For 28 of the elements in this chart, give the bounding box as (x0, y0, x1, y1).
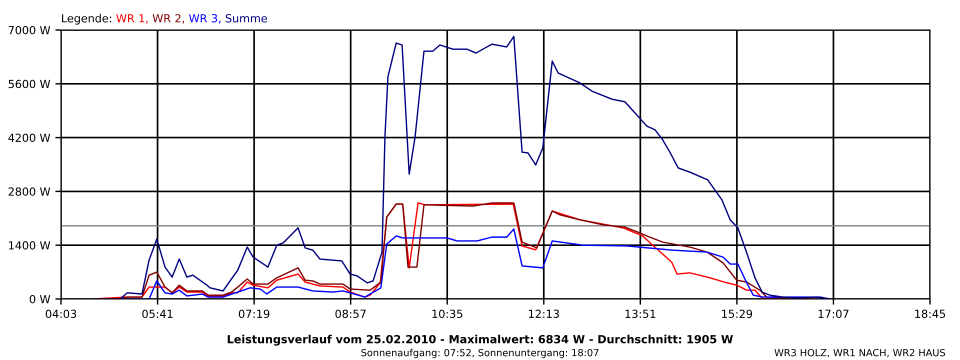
x-tick-label: 13:51 (626, 310, 656, 318)
y-tick-label: 4200 W (8, 134, 50, 142)
y-tick-label: 1400 W (9, 241, 50, 250)
x-tick-label: 07:19 (238, 310, 270, 318)
y-tick-label: 5600 W (8, 80, 50, 88)
x-tick-label: 17:07 (818, 310, 849, 318)
y-tick-label: 0 W (30, 294, 50, 304)
x-tick-label: 18:45 (915, 310, 946, 318)
x-tick-label: 05:41 (142, 310, 173, 318)
text: , (218, 20, 220, 24)
text: Sonnenaufgang: 07:52, Sonnenuntergang: 18:07 (361, 348, 598, 358)
x-tick-label: 08:57 (335, 310, 366, 318)
x-tick-label: 10:35 (432, 310, 462, 318)
y-tick-label: 2800 W (8, 187, 50, 196)
legend-title: Legende: (62, 14, 112, 25)
text: WR 2 (152, 14, 180, 22)
x-tick-label: 12:13 (528, 310, 559, 318)
text: WR 3 (189, 14, 218, 22)
text: WR 1 (116, 14, 144, 22)
y-tick-label: 7000 W (8, 26, 50, 34)
text: Summe (226, 14, 268, 22)
text: WR3 HOLZ, WR1 NACH, WR2 HAUS (774, 348, 946, 358)
x-tick-label: 04:03 (46, 310, 76, 318)
text: , (182, 20, 184, 24)
text: , (146, 20, 148, 24)
text: Leistungsverlauf vom 25.02.2010 - Maximalwert: 6834 W - Durchschnitt: 1905 W (228, 334, 733, 346)
x-tick-label: 15:29 (722, 310, 752, 318)
line-series (92, 202, 814, 299)
